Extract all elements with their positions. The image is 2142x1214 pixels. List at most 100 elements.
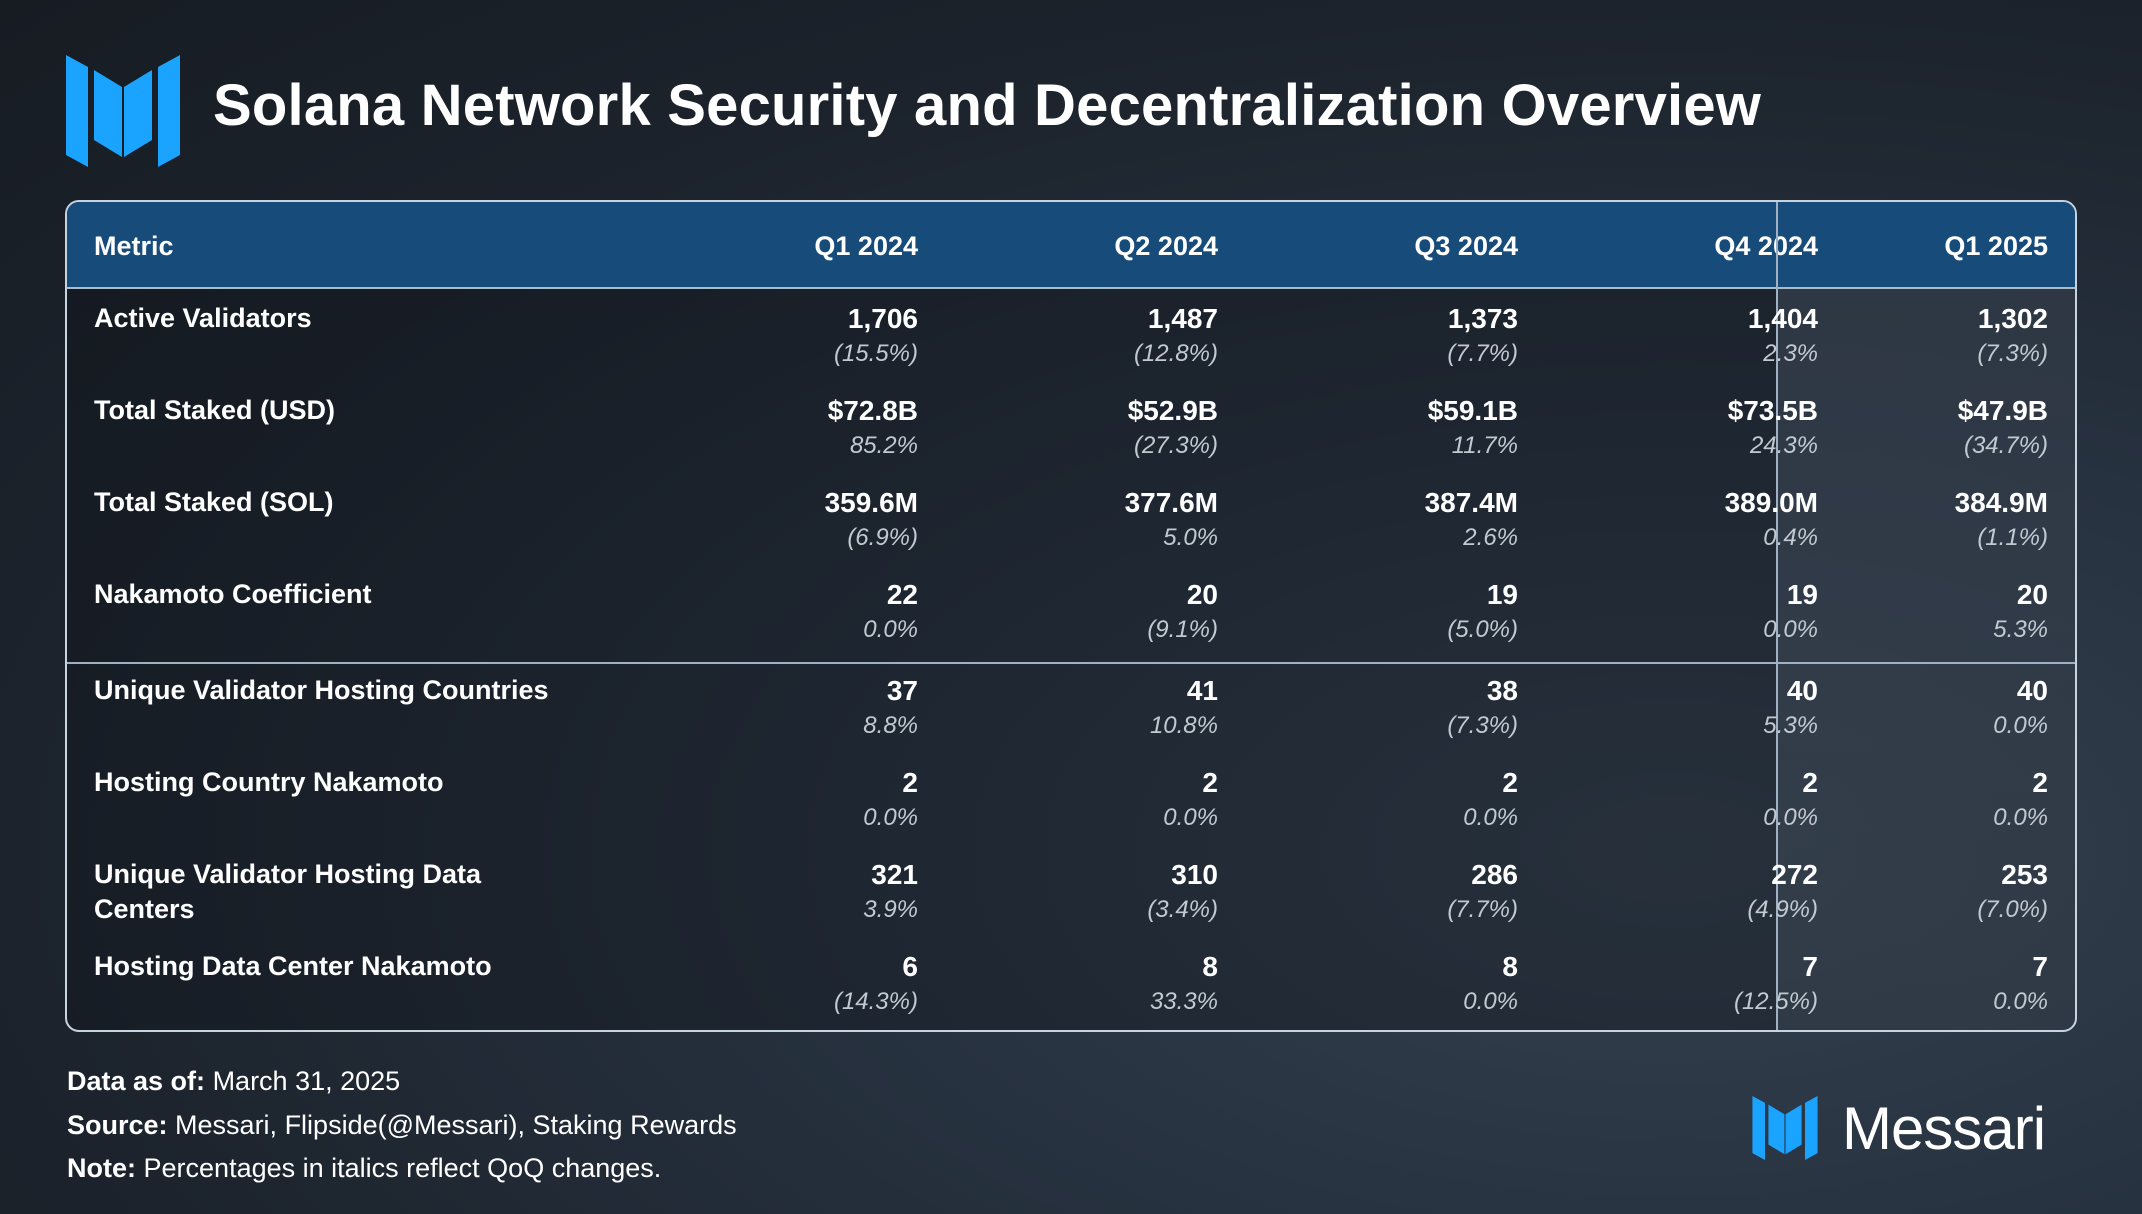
cell-change: 2.3% <box>1763 340 1818 367</box>
table-row: Hosting Data Center Nakamoto 6 (14.3%) 8 3… <box>67 937 2075 1029</box>
table-cell: $47.9B (34.7%) <box>1848 393 2048 463</box>
page-title: Solana Network Security and Decentraliza… <box>213 73 1762 138</box>
cell-value: 2 <box>2032 767 2048 798</box>
cell-change: 0.0% <box>1463 804 1518 831</box>
cell-change: (27.3%) <box>1133 432 1218 459</box>
table-cell: 272 (4.9%) <box>1618 857 1818 927</box>
highlight-column-q1-2025 <box>1776 202 2075 1030</box>
table-cell: $73.5B 24.3% <box>1618 393 1818 463</box>
cell-value: 19 <box>1786 579 1818 610</box>
cell-change: 2.6% <box>1463 524 1518 551</box>
cell-change: 0.0% <box>863 804 918 831</box>
cell-value: 1,373 <box>1447 303 1518 334</box>
cell-change: 0.0% <box>863 616 918 643</box>
data-as-of-value: March 31, 2025 <box>212 1066 401 1096</box>
source-label: Source: <box>67 1110 168 1140</box>
cell-change: 0.0% <box>1993 988 2048 1015</box>
cell-change: (12.5%) <box>1733 988 1818 1015</box>
brand-logo: Messari <box>1752 1094 2082 1164</box>
cell-value: 384.9M <box>1954 487 2048 518</box>
table-cell: 20 (9.1%) <box>1018 577 1218 647</box>
table-row: Active Validators 1,706 (15.5%) 1,487 (12.… <box>67 289 2075 381</box>
cell-value: 20 <box>2016 579 2048 610</box>
data-as-of-label: Data as of: <box>67 1066 206 1096</box>
column-header-q1-2025: Q1 2025 <box>1944 231 2048 261</box>
table-cell: 1,302 (7.3%) <box>1848 301 2048 371</box>
table-row: Total Staked (USD) $72.8B 85.2% $52.9B (27… <box>67 381 2075 473</box>
cell-change: (7.0%) <box>1977 896 2048 923</box>
cell-value: 389.0M <box>1724 487 1818 518</box>
table-cell: 2 0.0% <box>718 765 918 835</box>
row-metric-label: Hosting Country Nakamoto <box>94 767 444 797</box>
table-cell: 7 0.0% <box>1848 949 2048 1019</box>
table-cell: 387.4M 2.6% <box>1318 485 1518 555</box>
table-cell: 310 (3.4%) <box>1018 857 1218 927</box>
data-table: Metric Q1 2024 Q2 2024 Q3 2024 Q4 2024 Q… <box>65 200 2077 1032</box>
table-cell: 19 (5.0%) <box>1318 577 1518 647</box>
cell-change: (12.8%) <box>1133 340 1218 367</box>
table-cell: 1,706 (15.5%) <box>718 301 918 371</box>
cell-value: 1,487 <box>1147 303 1218 334</box>
table-cell: 7 (12.5%) <box>1618 949 1818 1019</box>
cell-change: 8.8% <box>863 712 918 739</box>
table-cell: 2 0.0% <box>1618 765 1818 835</box>
cell-value: 377.6M <box>1124 487 1218 518</box>
cell-value: 7 <box>1802 951 1818 982</box>
cell-value: 2 <box>1802 767 1818 798</box>
table-cell: 20 5.3% <box>1848 577 2048 647</box>
cell-value: 310 <box>1171 859 1218 890</box>
section-divider <box>67 662 2075 664</box>
cell-change: (4.9%) <box>1747 896 1818 923</box>
table-header-row: Metric Q1 2024 Q2 2024 Q3 2024 Q4 2024 Q… <box>67 202 2075 289</box>
footer-note: Note: Percentages in italics reflect QoQ… <box>67 1153 661 1184</box>
row-metric-label: Active Validators <box>94 303 312 333</box>
table-cell: 19 0.0% <box>1618 577 1818 647</box>
cell-change: 3.9% <box>863 896 918 923</box>
cell-change: (5.0%) <box>1447 616 1518 643</box>
table-cell: 22 0.0% <box>718 577 918 647</box>
cell-value: 286 <box>1471 859 1518 890</box>
cell-change: (14.3%) <box>833 988 918 1015</box>
cell-value: 41 <box>1186 675 1218 706</box>
table-cell: 359.6M (6.9%) <box>718 485 918 555</box>
cell-change: (7.3%) <box>1447 712 1518 739</box>
table-cell: 377.6M 5.0% <box>1018 485 1218 555</box>
column-header-q1-2024: Q1 2024 <box>814 231 918 261</box>
table-cell: 2 0.0% <box>1848 765 2048 835</box>
table-cell: 1,487 (12.8%) <box>1018 301 1218 371</box>
cell-value: 272 <box>1771 859 1818 890</box>
cell-value: $72.8B <box>827 395 918 426</box>
table-cell: 6 (14.3%) <box>718 949 918 1019</box>
table-row: Total Staked (SOL) 359.6M (6.9%) 377.6M 5.… <box>67 473 2075 565</box>
cell-change: 0.4% <box>1763 524 1818 551</box>
table-cell: 40 0.0% <box>1848 673 2048 743</box>
cell-change: (15.5%) <box>833 340 918 367</box>
cell-change: (3.4%) <box>1147 896 1218 923</box>
cell-change: 11.7% <box>1451 432 1518 459</box>
brand-name: Messari <box>1842 1095 2046 1162</box>
cell-value: 253 <box>2001 859 2048 890</box>
cell-change: 24.3% <box>1749 432 1818 459</box>
cell-change: (1.1%) <box>1977 524 2048 551</box>
cell-change: 5.3% <box>1763 712 1818 739</box>
table-cell: 41 10.8% <box>1018 673 1218 743</box>
table-cell: 37 8.8% <box>718 673 918 743</box>
cell-value: 19 <box>1486 579 1518 610</box>
row-metric-label: Hosting Data Center Nakamoto <box>94 951 492 981</box>
column-header-q2-2024: Q2 2024 <box>1114 231 1218 261</box>
table-cell: 384.9M (1.1%) <box>1848 485 2048 555</box>
cell-value: 8 <box>1502 951 1518 982</box>
cell-value: 7 <box>2032 951 2048 982</box>
cell-value: 38 <box>1486 675 1518 706</box>
table-cell: 40 5.3% <box>1618 673 1818 743</box>
cell-value: 321 <box>871 859 918 890</box>
cell-value: 387.4M <box>1424 487 1518 518</box>
column-divider <box>1776 202 1778 1030</box>
cell-value: 2 <box>1202 767 1218 798</box>
cell-value: 20 <box>1186 579 1218 610</box>
cell-change: 5.3% <box>1993 616 2048 643</box>
column-header-q4-2024: Q4 2024 <box>1714 231 1818 261</box>
cell-value: $47.9B <box>1957 395 2048 426</box>
cell-value: 6 <box>902 951 918 982</box>
cell-value: 1,404 <box>1747 303 1818 334</box>
